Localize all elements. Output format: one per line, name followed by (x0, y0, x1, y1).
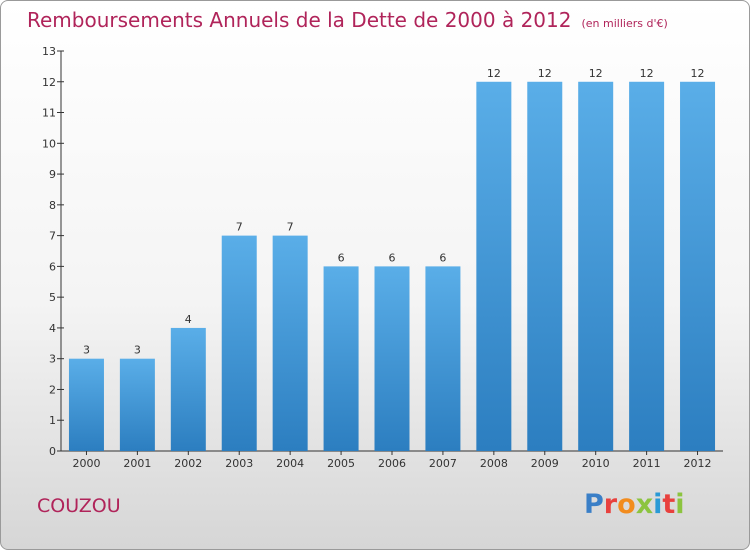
bars (68, 81, 716, 452)
data-label: 4 (185, 313, 192, 326)
y-tick-label: 13 (42, 45, 56, 58)
data-label: 6 (338, 251, 345, 264)
logo-letter: i (675, 489, 685, 520)
x-tick-label: 2001 (123, 457, 151, 470)
logo-letter: x (635, 489, 654, 520)
bar (119, 358, 155, 451)
y-tick-label: 10 (42, 137, 56, 150)
bar (323, 266, 359, 451)
bar (374, 266, 410, 451)
data-label: 6 (389, 251, 396, 264)
data-label: 6 (439, 251, 446, 264)
chart-unit: (en milliers d'€) (581, 17, 668, 30)
x-tick-label: 2003 (225, 457, 253, 470)
y-tick-label: 8 (49, 199, 56, 212)
data-labels: 3 3 4 7 7 6 6 6 12 12 12 12 12 (83, 67, 705, 357)
logo-letter: t (662, 489, 676, 520)
x-tick-label: 2000 (72, 457, 100, 470)
x-tick-label: 2011 (633, 457, 661, 470)
y-tick-label: 6 (49, 260, 56, 273)
y-tick-label: 4 (49, 322, 56, 335)
x-tick-label: 2007 (429, 457, 457, 470)
y-tick-label: 11 (42, 107, 56, 120)
bar (629, 81, 665, 452)
data-label: 12 (487, 67, 501, 80)
logo-letter: P (584, 489, 604, 520)
data-label: 12 (640, 67, 654, 80)
y-tick-label: 7 (49, 230, 56, 243)
y-tick-label: 0 (49, 445, 56, 458)
bar (221, 235, 257, 451)
bar (527, 81, 563, 452)
commune-name: COUZOU (37, 495, 121, 517)
x-tick-label: 2009 (531, 457, 559, 470)
chart-title-text: Remboursements Annuels de la Dette de 20… (27, 8, 572, 32)
y-tick-label: 5 (49, 291, 56, 304)
x-tick-label: 2002 (174, 457, 202, 470)
data-label: 3 (83, 344, 90, 357)
data-label: 7 (287, 221, 294, 234)
x-tick-label: 2012 (684, 457, 712, 470)
y-tick-label: 2 (49, 383, 56, 396)
bar (680, 81, 716, 452)
bar (272, 235, 308, 451)
x-tick-label: 2010 (582, 457, 610, 470)
bar (170, 327, 206, 451)
x-tick-label: 2005 (327, 457, 355, 470)
data-label: 7 (236, 221, 243, 234)
data-label: 12 (538, 67, 552, 80)
proxiti-logo: Proxiti (584, 489, 685, 520)
logo-letter: i (653, 489, 663, 520)
bar (425, 266, 461, 451)
bar (578, 81, 614, 452)
x-tick-label: 2004 (276, 457, 304, 470)
y-tick-label: 1 (49, 414, 56, 427)
data-label: 12 (691, 67, 705, 80)
bar (68, 358, 104, 451)
x-tick-label: 2006 (378, 457, 406, 470)
y-tick-label: 12 (42, 76, 56, 89)
bar (476, 81, 512, 452)
y-tick-label: 9 (49, 168, 56, 181)
logo-letter: o (617, 489, 636, 520)
data-label: 3 (134, 344, 141, 357)
y-tick-label: 3 (49, 353, 56, 366)
data-label: 12 (589, 67, 603, 80)
x-axis: 2000 2001 2002 2003 2004 2005 2006 2007 2008 2009… (61, 450, 723, 470)
chart-title: Remboursements Annuels de la Dette de 20… (27, 8, 668, 32)
logo-letter: r (603, 489, 618, 520)
x-tick-label: 2008 (480, 457, 508, 470)
